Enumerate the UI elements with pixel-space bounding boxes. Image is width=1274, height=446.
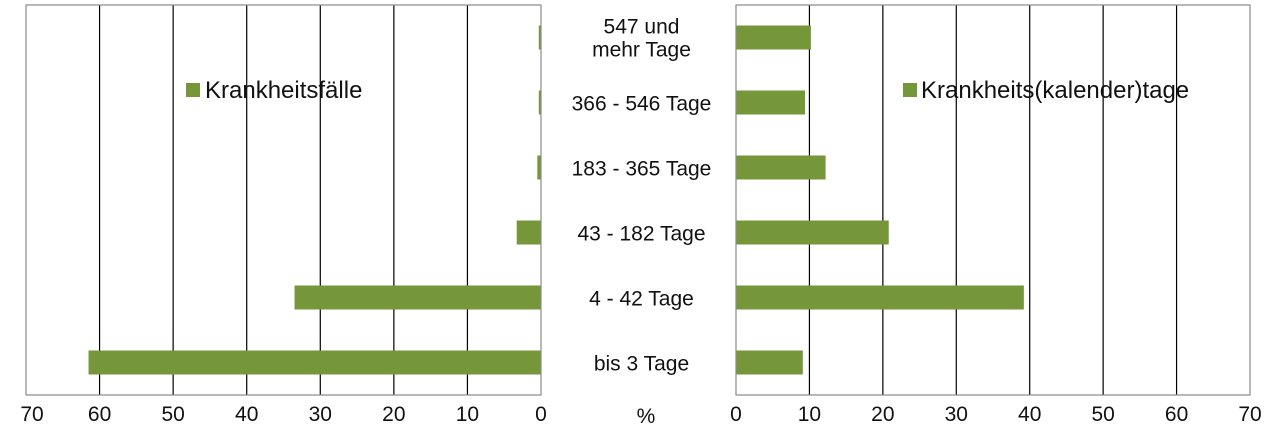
legend-swatch-krankheitsfaelle bbox=[186, 83, 200, 97]
unit-label: % bbox=[637, 405, 656, 428]
left-axis-tick-label: 50 bbox=[161, 403, 184, 426]
category-label: 4 - 42 Tage bbox=[589, 288, 694, 311]
right-plot-frame bbox=[735, 4, 1251, 396]
right-axis-tick-label: 50 bbox=[1091, 403, 1114, 426]
left-axis-tick-label: 30 bbox=[309, 403, 332, 426]
left-plot-frame bbox=[25, 4, 542, 396]
bar-krankheitsfaelle bbox=[516, 220, 541, 245]
right-axis-tick-label: 30 bbox=[945, 403, 968, 426]
bar-krankheitsfaelle bbox=[537, 155, 541, 180]
left-axis-tick-label: 10 bbox=[456, 403, 479, 426]
legend-label-krankheitsfaelle: Krankheitsfälle bbox=[205, 77, 362, 104]
bar-krankheitstage bbox=[736, 25, 811, 50]
right-axis-tick-label: 10 bbox=[798, 403, 821, 426]
bar-krankheitstage bbox=[736, 155, 826, 180]
right-axis-tick-label: 0 bbox=[730, 403, 742, 426]
left-axis-tick-label: 20 bbox=[382, 403, 405, 426]
category-label: 547 und mehr Tage bbox=[592, 16, 691, 62]
right-axis-tick-label: 40 bbox=[1018, 403, 1041, 426]
category-label: 43 - 182 Tage bbox=[577, 223, 705, 246]
bar-krankheitsfaelle bbox=[88, 350, 542, 375]
category-label: 183 - 365 Tage bbox=[572, 158, 712, 181]
right-axis-tick-label: 70 bbox=[1238, 403, 1261, 426]
legend-swatch-krankheitstage bbox=[903, 83, 917, 97]
category-label: 366 - 546 Tage bbox=[572, 93, 712, 116]
bar-krankheitsfaelle bbox=[538, 90, 541, 115]
left-axis-tick-label: 60 bbox=[88, 403, 111, 426]
bar-krankheitstage bbox=[736, 350, 803, 375]
left-axis-tick-label: 70 bbox=[20, 403, 43, 426]
bar-krankheitsfaelle bbox=[294, 285, 541, 310]
left-axis-tick-label: 40 bbox=[235, 403, 258, 426]
bar-krankheitstage bbox=[736, 220, 889, 245]
legend-label-krankheitstage: Krankheits(kalender)tage bbox=[921, 77, 1189, 104]
left-axis-tick-label: 0 bbox=[535, 403, 547, 426]
category-label: bis 3 Tage bbox=[594, 353, 689, 376]
bar-krankheitstage bbox=[736, 90, 806, 115]
bar-krankheitstage bbox=[736, 285, 1024, 310]
bar-krankheitsfaelle bbox=[538, 25, 541, 50]
right-axis-tick-label: 60 bbox=[1165, 403, 1188, 426]
right-axis-tick-label: 20 bbox=[871, 403, 894, 426]
